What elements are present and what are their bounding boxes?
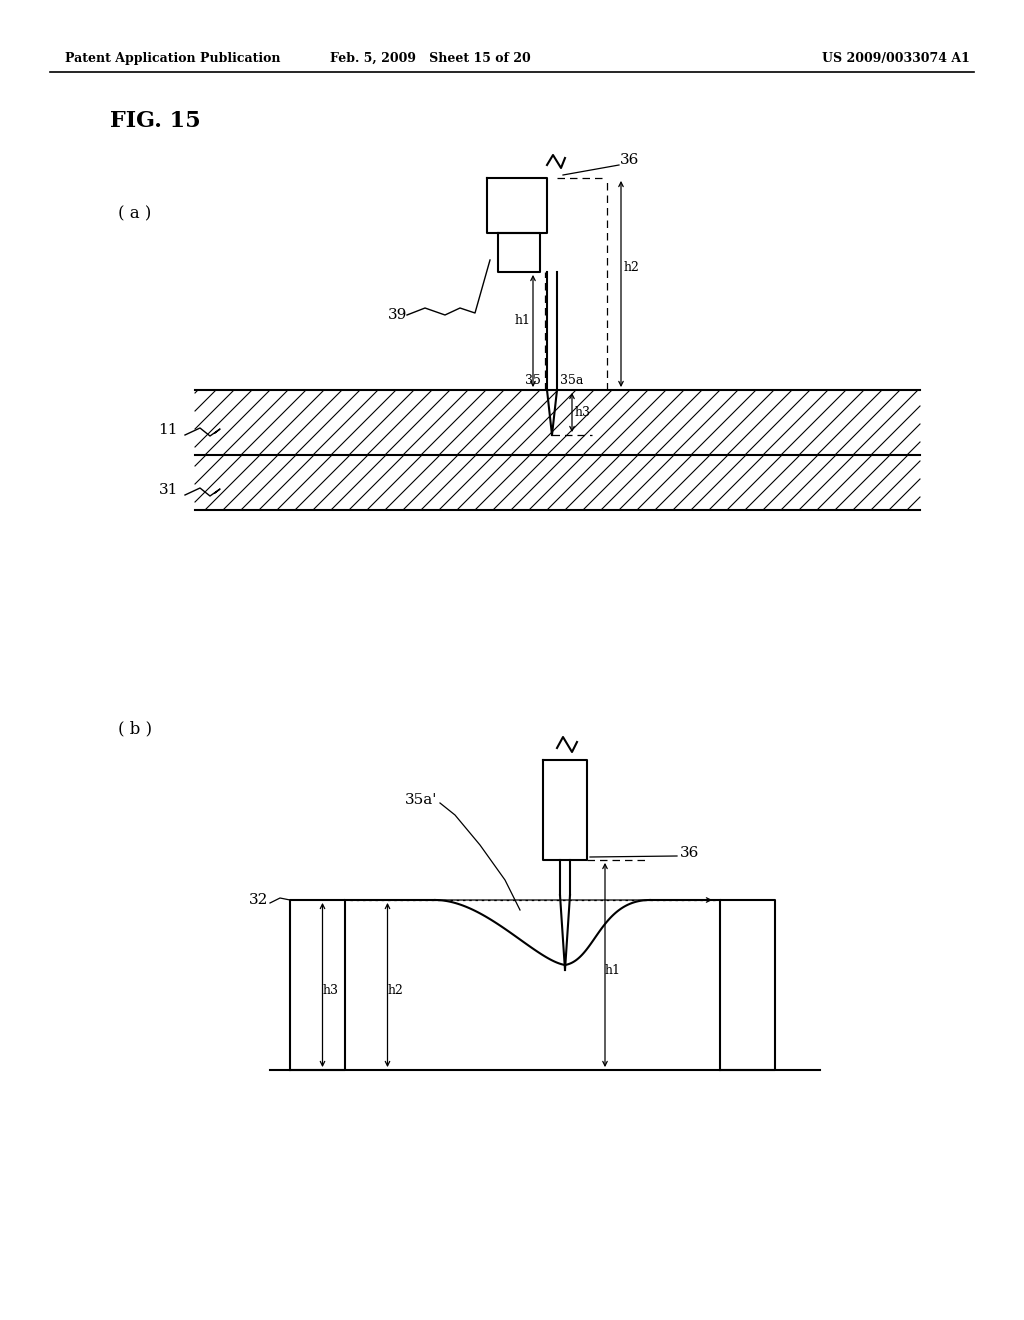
Text: US 2009/0033074 A1: US 2009/0033074 A1 [822, 51, 970, 65]
Text: h1: h1 [605, 964, 621, 977]
Text: FIG. 15: FIG. 15 [110, 110, 201, 132]
Text: ( b ): ( b ) [118, 719, 153, 737]
Text: ( a ): ( a ) [118, 205, 152, 222]
Text: 35: 35 [525, 374, 541, 387]
Text: 11: 11 [159, 422, 178, 437]
Text: h1: h1 [515, 314, 531, 327]
Text: h2: h2 [387, 983, 403, 997]
Text: 35a: 35a [560, 374, 584, 387]
Text: Feb. 5, 2009   Sheet 15 of 20: Feb. 5, 2009 Sheet 15 of 20 [330, 51, 530, 65]
Text: 32: 32 [249, 894, 268, 907]
Text: h2: h2 [624, 261, 640, 275]
Text: 35a': 35a' [404, 793, 437, 807]
Text: Patent Application Publication: Patent Application Publication [65, 51, 281, 65]
Text: h3: h3 [323, 983, 339, 997]
Text: 36: 36 [620, 153, 639, 168]
Text: 36: 36 [680, 846, 699, 861]
Text: h3: h3 [575, 407, 591, 418]
Text: 31: 31 [159, 483, 178, 498]
Text: 39: 39 [388, 308, 408, 322]
